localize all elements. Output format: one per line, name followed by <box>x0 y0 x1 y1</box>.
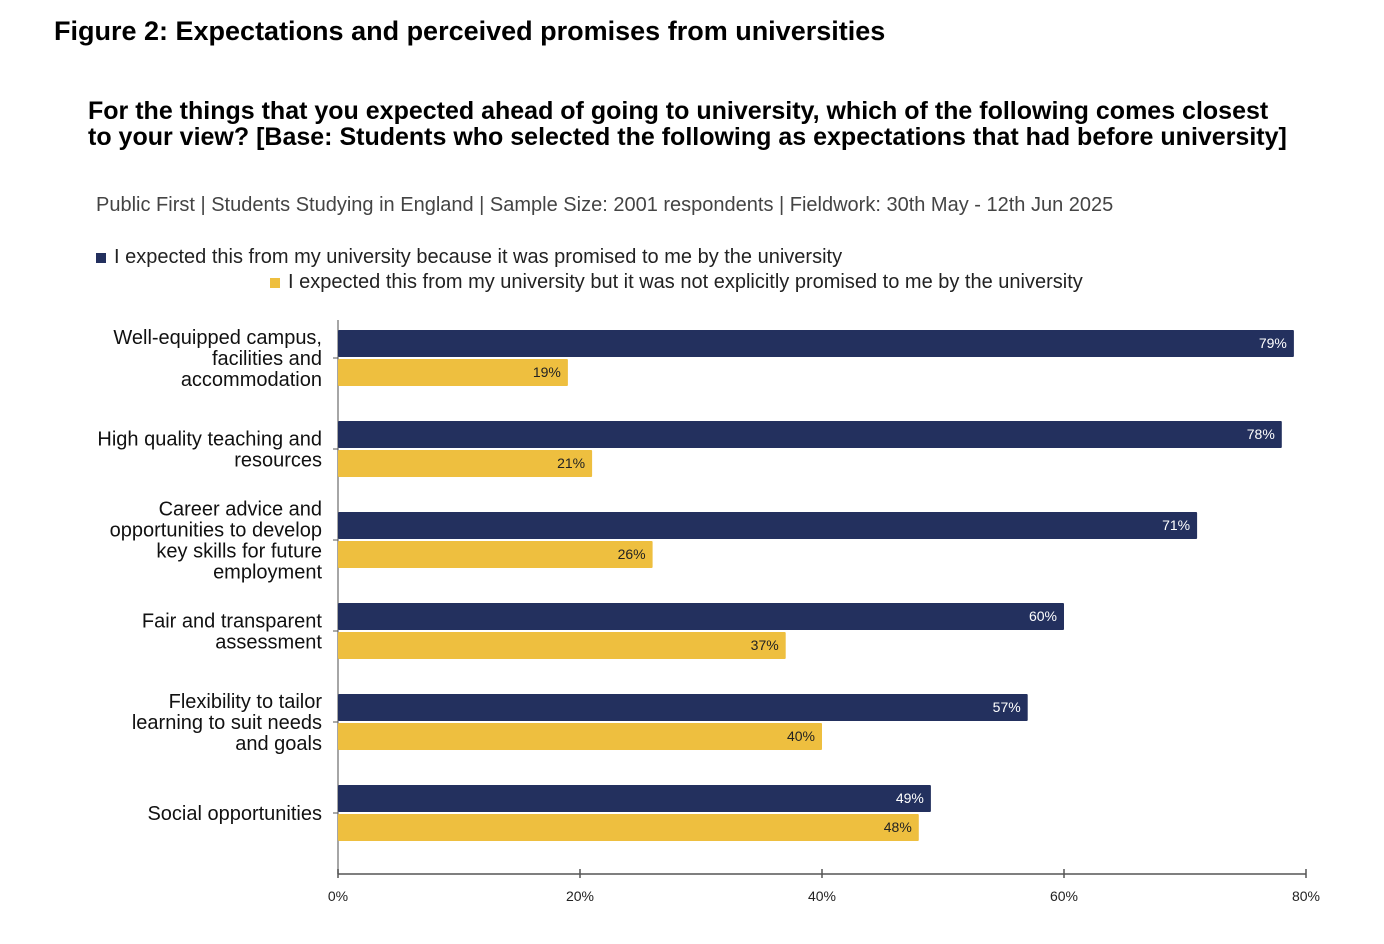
category-label: employment <box>213 562 322 584</box>
legend-label: I expected this from my university but i… <box>288 271 1083 293</box>
bar <box>338 512 1198 539</box>
category-label: and goals <box>235 733 322 755</box>
category-label: Well-equipped campus, <box>113 327 322 349</box>
data-label: 79% <box>1259 335 1287 351</box>
category-label: facilities and <box>212 348 322 370</box>
bar <box>338 785 931 812</box>
data-label: 71% <box>1162 517 1190 533</box>
data-label: 57% <box>993 699 1021 715</box>
bar <box>338 359 568 386</box>
category-label: Social opportunities <box>147 803 322 825</box>
bar <box>338 694 1028 721</box>
figure-title: Figure 2: Expectations and perceived pro… <box>54 16 886 46</box>
bar <box>338 723 822 750</box>
x-tick-label: 80% <box>1292 888 1320 904</box>
data-label: 60% <box>1029 608 1057 624</box>
data-label: 26% <box>618 546 646 562</box>
bar <box>338 450 593 477</box>
category-label: Flexibility to tailor <box>169 691 323 713</box>
data-label: 21% <box>557 455 585 471</box>
category-label: Career advice and <box>159 499 322 521</box>
x-tick-label: 20% <box>566 888 594 904</box>
category-label: accommodation <box>181 369 322 391</box>
data-label: 40% <box>787 728 815 744</box>
bar <box>338 421 1282 448</box>
x-tick-label: 0% <box>328 888 348 904</box>
data-label: 37% <box>751 637 779 653</box>
x-tick-label: 60% <box>1050 888 1078 904</box>
bar <box>338 632 786 659</box>
category-label: High quality teaching and <box>97 429 322 451</box>
legend-item-not-promised: I expected this from my university but i… <box>270 271 1083 294</box>
chart-title: For the things that you expected ahead o… <box>88 97 1287 151</box>
bar <box>338 603 1064 630</box>
legend-label: I expected this from my university becau… <box>114 246 843 268</box>
legend-swatch <box>96 252 106 263</box>
data-label: 49% <box>896 790 924 806</box>
category-label: key skills for future <box>156 541 322 563</box>
category-label: opportunities to develop <box>110 520 322 542</box>
x-tick-label: 40% <box>808 888 836 904</box>
legend-swatch <box>270 277 280 288</box>
data-label: 19% <box>533 364 561 380</box>
data-label: 48% <box>884 819 912 835</box>
bar <box>338 541 653 568</box>
legend-item-promised: I expected this from my university becau… <box>96 246 842 269</box>
category-label: resources <box>234 450 322 472</box>
category-label: Fair and transparent <box>142 611 323 633</box>
bar <box>338 330 1294 357</box>
chart-subtitle: Public First | Students Studying in Engl… <box>96 194 1114 216</box>
bar <box>338 814 919 841</box>
category-label: learning to suit needs <box>132 712 322 734</box>
data-label: 78% <box>1247 426 1275 442</box>
category-label: assessment <box>215 632 322 654</box>
